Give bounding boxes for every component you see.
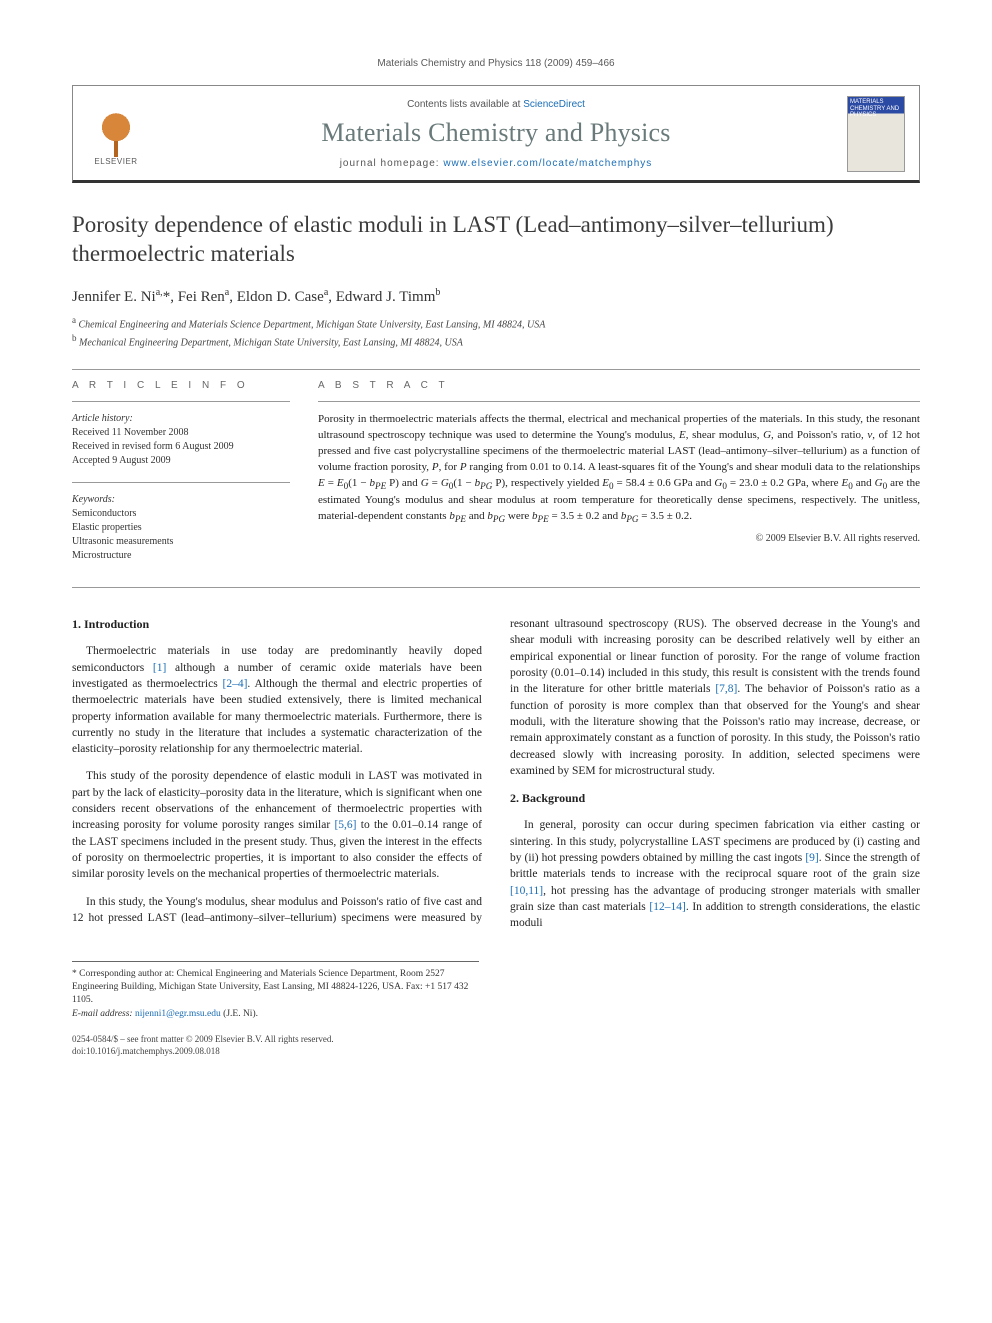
ref-link[interactable]: [5,6] xyxy=(334,819,356,831)
divider xyxy=(72,482,290,483)
affiliation-b: b Mechanical Engineering Department, Mic… xyxy=(72,332,920,351)
ref-link[interactable]: [1] xyxy=(153,662,166,674)
keywords-block: Keywords: Semiconductors Elastic propert… xyxy=(72,493,290,563)
cover-line1: MATERIALS xyxy=(850,99,902,106)
divider xyxy=(72,369,920,370)
running-head: Materials Chemistry and Physics 118 (200… xyxy=(72,58,920,69)
ref-link[interactable]: [7,8] xyxy=(715,683,737,695)
affiliation-a: a Chemical Engineering and Materials Sci… xyxy=(72,314,920,333)
elsevier-logo: ELSEVIER xyxy=(87,102,145,166)
corresponding-author-note: * Corresponding author at: Chemical Engi… xyxy=(72,968,479,1008)
homepage-prefix: journal homepage: xyxy=(340,158,444,169)
body-columns: 1. Introduction Thermoelectric materials… xyxy=(72,616,920,934)
journal-title: Materials Chemistry and Physics xyxy=(163,118,829,148)
intro-paragraph: This study of the porosity dependence of… xyxy=(72,768,482,882)
keywords-head: Keywords: xyxy=(72,493,290,507)
affiliation-b-text: Mechanical Engineering Department, Michi… xyxy=(79,338,463,349)
article-info-label: A R T I C L E I N F O xyxy=(72,380,290,391)
divider xyxy=(72,587,920,588)
email-line: E-mail address: nijenni1@egr.msu.edu (J.… xyxy=(72,1008,479,1021)
ref-link[interactable]: [9] xyxy=(805,852,818,864)
journal-banner: ELSEVIER Contents lists available at Sci… xyxy=(72,85,920,183)
front-matter-line: 0254-0584/$ – see front matter © 2009 El… xyxy=(72,1033,920,1046)
email-label: E-mail address: xyxy=(72,1009,135,1019)
journal-cover-thumb: MATERIALS CHEMISTRY AND PHYSICS xyxy=(847,96,905,172)
footnotes: * Corresponding author at: Chemical Engi… xyxy=(72,961,479,1021)
email-suffix: (J.E. Ni). xyxy=(221,1009,258,1019)
intro-paragraph: Thermoelectric materials in use today ar… xyxy=(72,643,482,757)
cover-line2: CHEMISTRY AND xyxy=(850,106,902,113)
abstract-text: Porosity in thermoelectric materials aff… xyxy=(318,412,920,527)
elsevier-label: ELSEVIER xyxy=(94,157,137,166)
history-revised: Received in revised form 6 August 2009 xyxy=(72,440,290,454)
email-link[interactable]: nijenni1@egr.msu.edu xyxy=(135,1009,221,1019)
elsevier-tree-icon xyxy=(92,109,140,157)
keyword: Semiconductors xyxy=(72,507,290,521)
doi-line: doi:10.1016/j.matchemphys.2009.08.018 xyxy=(72,1045,920,1058)
journal-homepage-line: journal homepage: www.elsevier.com/locat… xyxy=(163,158,829,169)
abstract-label: A B S T R A C T xyxy=(318,380,920,391)
article-title: Porosity dependence of elastic moduli in… xyxy=(72,211,920,269)
history-accepted: Accepted 9 August 2009 xyxy=(72,454,290,468)
section-heading-intro: 1. Introduction xyxy=(72,616,482,633)
affiliations: a Chemical Engineering and Materials Sci… xyxy=(72,314,920,352)
history-received: Received 11 November 2008 xyxy=(72,426,290,440)
background-paragraph: In general, porosity can occur during sp… xyxy=(510,817,920,931)
copyright-line: © 2009 Elsevier B.V. All rights reserved… xyxy=(318,533,920,544)
contents-available-line: Contents lists available at ScienceDirec… xyxy=(163,99,829,110)
ref-link[interactable]: [2–4] xyxy=(223,678,248,690)
authors-line: Jennifer E. Nia,*, Fei Rena, Eldon D. Ca… xyxy=(72,287,920,306)
contents-prefix: Contents lists available at xyxy=(407,99,523,110)
ref-link[interactable]: [12–14] xyxy=(649,901,685,913)
affiliation-a-text: Chemical Engineering and Materials Scien… xyxy=(79,319,546,330)
sciencedirect-link[interactable]: ScienceDirect xyxy=(523,99,585,110)
ref-link[interactable]: [10,11] xyxy=(510,885,543,897)
divider xyxy=(318,401,920,402)
section-heading-background: 2. Background xyxy=(510,790,920,807)
homepage-link[interactable]: www.elsevier.com/locate/matchemphys xyxy=(443,158,652,169)
keyword: Elastic properties xyxy=(72,521,290,535)
history-head: Article history: xyxy=(72,412,290,426)
article-history: Article history: Received 11 November 20… xyxy=(72,412,290,468)
cover-line3: PHYSICS xyxy=(850,112,902,119)
divider xyxy=(72,401,290,402)
keyword: Ultrasonic measurements xyxy=(72,535,290,549)
footer-matter: 0254-0584/$ – see front matter © 2009 El… xyxy=(72,1033,920,1058)
keyword: Microstructure xyxy=(72,549,290,563)
